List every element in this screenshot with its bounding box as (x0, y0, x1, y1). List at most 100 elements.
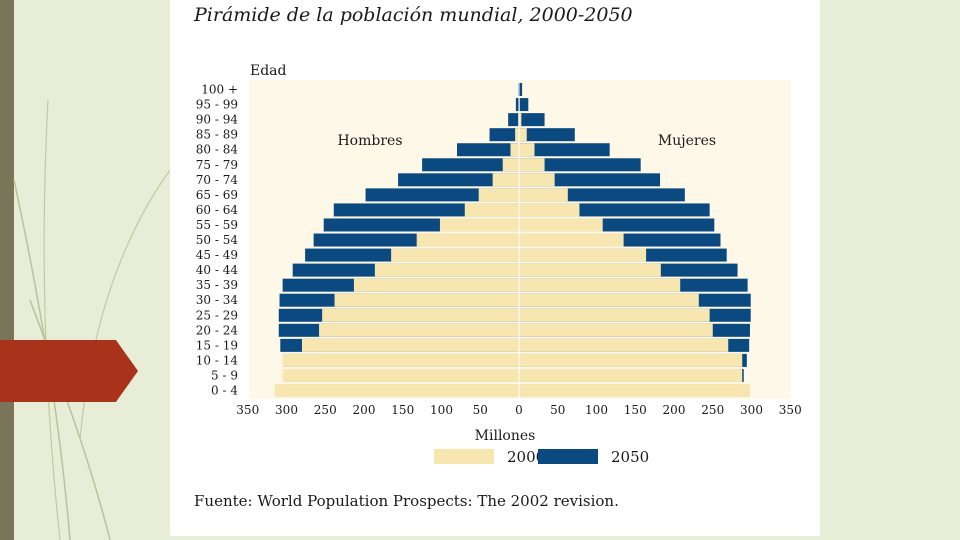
legend-swatch-2000 (434, 449, 494, 464)
bar-2000-men (502, 158, 519, 172)
age-group-label: 25 - 29 (196, 308, 238, 322)
bar-2000-women (519, 173, 555, 187)
age-group-label: 40 - 44 (196, 263, 239, 277)
bar-2000-women (519, 128, 527, 142)
age-group-label: 15 - 19 (196, 338, 238, 352)
x-tick-label: 0 (515, 403, 523, 417)
bar-2000-women (519, 368, 743, 382)
age-group-label: 85 - 89 (196, 128, 238, 142)
arrow-tab (0, 340, 138, 402)
legend-swatch-2050 (538, 449, 598, 464)
age-group-label: 75 - 79 (196, 158, 238, 172)
bar-2000-men (416, 233, 519, 247)
x-axis-label: Millones (475, 428, 536, 444)
bar-2000-men (282, 368, 519, 382)
bar-2050-men (422, 158, 519, 172)
bar-2050-women (519, 143, 610, 157)
x-tick-label: 50 (550, 403, 565, 417)
bar-2000-women (519, 278, 681, 292)
x-ticks-group: 350 300 250 200 150 100 50 0 50 100 150 200 250 300 35… (236, 403, 801, 417)
bar-2000-men (322, 308, 519, 322)
bar-2000-women (519, 113, 522, 127)
group-label-women: Mujeres (658, 133, 716, 149)
bar-2000-men (510, 143, 519, 157)
decorative-line (43, 99, 61, 540)
x-tick-label: 200 (353, 403, 376, 417)
x-tick-label: 50 (473, 403, 488, 417)
bar-2000-women (519, 143, 535, 157)
bar-2000-women (519, 188, 568, 202)
age-group-label: 0 - 4 (211, 384, 238, 398)
chart-title: Pirámide de la población mundial, 2000-2… (194, 4, 633, 26)
bar-2000-women (519, 338, 729, 352)
bar-2000-men (319, 323, 519, 337)
age-group-label: 70 - 74 (196, 173, 239, 187)
group-label-men: Hombres (337, 133, 402, 149)
x-tick-label: 150 (391, 403, 414, 417)
bar-2000-women (519, 308, 710, 322)
bar-2000-men (515, 128, 519, 142)
bar-2000-men (439, 218, 519, 232)
x-tick-label: 250 (701, 403, 724, 417)
legend-label-2050: 2050 (611, 448, 649, 466)
bar-2000-women (519, 293, 699, 307)
x-tick-label: 100 (430, 403, 453, 417)
legend-label-2000: 2000 (507, 448, 545, 466)
age-group-label: 30 - 34 (196, 293, 239, 307)
x-tick-label: 250 (314, 403, 337, 417)
bar-2000-women (519, 263, 661, 277)
bar-2000-men (353, 278, 519, 292)
bar-2000-women (519, 384, 750, 398)
age-group-label: 95 - 99 (196, 98, 238, 112)
bar-2050-women (519, 158, 641, 172)
age-group-label: 100 + (201, 83, 238, 97)
age-group-label: 50 - 54 (196, 233, 239, 247)
legend: 2000 2050 (434, 448, 649, 466)
bar-2050-men (515, 98, 519, 112)
bar-2050-women (519, 113, 545, 127)
x-tick-label: 350 (236, 403, 259, 417)
figure-panel: Pirámide de la población mundial, 2000-2… (170, 0, 820, 536)
bar-2000-women (519, 248, 647, 262)
bar-2000-men (492, 173, 519, 187)
bar-2050-men (398, 173, 519, 187)
x-tick-label: 150 (624, 403, 647, 417)
y-axis-label: Edad (250, 63, 287, 79)
age-group-label: 10 - 14 (196, 353, 239, 367)
x-tick-label: 300 (740, 403, 763, 417)
bar-2050-women (519, 98, 529, 112)
bar-2000-women (519, 218, 603, 232)
bars-group (274, 82, 751, 399)
x-tick-label: 200 (663, 403, 686, 417)
age-group-label: 55 - 59 (196, 218, 238, 232)
age-group-label: 60 - 64 (196, 203, 239, 217)
bar-2000-men (334, 293, 519, 307)
bar-2000-women (519, 353, 743, 367)
bar-2050-women (519, 83, 523, 97)
left-accent-band (0, 0, 14, 540)
age-group-label: 20 - 24 (196, 323, 239, 337)
age-group-label: 90 - 94 (196, 113, 239, 127)
bar-2000-women (519, 323, 713, 337)
age-group-label: 35 - 39 (196, 278, 238, 292)
bar-2000-men (282, 353, 519, 367)
bar-2000-women (519, 158, 545, 172)
bar-2050-men (489, 128, 519, 142)
bar-2000-men (391, 248, 519, 262)
chart-source: Fuente: World Population Prospects: The … (194, 492, 619, 510)
x-tick-label: 300 (275, 403, 298, 417)
decorative-line (29, 299, 111, 540)
bar-2000-men (464, 203, 519, 217)
x-tick-label: 100 (585, 403, 608, 417)
bar-2000-men (302, 338, 519, 352)
bar-2050-women (519, 128, 575, 142)
bar-2000-men (274, 384, 519, 398)
bar-2000-men (478, 188, 519, 202)
age-group-label: 45 - 49 (196, 248, 238, 262)
age-group-label: 5 - 9 (211, 368, 238, 382)
bar-2050-men (457, 143, 519, 157)
bar-2000-women (519, 233, 624, 247)
bar-2000-men (374, 263, 519, 277)
